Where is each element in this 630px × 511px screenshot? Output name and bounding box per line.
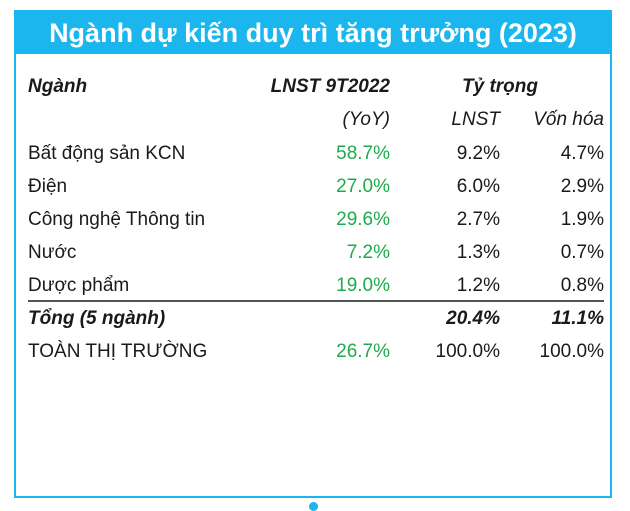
row-lnst-share: 9.2%: [456, 143, 500, 164]
table-row: Bất động sản KCN 58.7% 9.2% 4.7%: [16, 139, 610, 169]
table-title: Ngành dự kiến duy trì tăng trưởng (2023): [16, 12, 610, 54]
market-name: TOÀN THỊ TRƯỜNG: [28, 341, 208, 362]
table-row: Nước 7.2% 1.3% 0.7%: [16, 238, 610, 268]
subheader-yoy: (YoY): [342, 109, 390, 130]
row-vonhoa-share: 1.9%: [560, 209, 604, 230]
header-lnst: LNST 9T2022: [270, 76, 390, 97]
row-name: Nước: [28, 242, 77, 263]
table-row: Điện 27.0% 6.0% 2.9%: [16, 172, 610, 202]
market-lnst-share: 100.0%: [435, 341, 500, 362]
row-lnst-share: 2.7%: [456, 209, 500, 230]
row-name: Dược phẩm: [28, 275, 130, 296]
total-divider: [28, 300, 604, 302]
market-growth: 26.7%: [336, 341, 390, 362]
total-vonhoa-share: 11.1%: [551, 308, 604, 329]
row-vonhoa-share: 2.9%: [560, 176, 604, 197]
row-vonhoa-share: 0.8%: [560, 275, 604, 296]
header-nganh: Ngành: [28, 76, 88, 97]
row-vonhoa-share: 0.7%: [560, 242, 604, 263]
total-row: Tổng (5 ngành) 20.4% 11.1%: [16, 304, 610, 334]
row-growth: 58.7%: [336, 143, 390, 164]
total-lnst-share: 20.4%: [446, 308, 500, 329]
header-row: Ngành LNST 9T2022 Tỷ trọng: [16, 72, 610, 102]
bottom-dot-marker: [309, 502, 318, 511]
subheader-von-hoa: Vốn hóa: [533, 109, 604, 130]
market-vonhoa-share: 100.0%: [539, 341, 604, 362]
row-lnst-share: 6.0%: [456, 176, 500, 197]
row-growth: 29.6%: [336, 209, 390, 230]
table-row: Dược phẩm 19.0% 1.2% 0.8%: [16, 271, 610, 301]
row-name: Điện: [28, 176, 68, 197]
row-name: Công nghệ Thông tin: [28, 209, 206, 230]
row-growth: 19.0%: [336, 275, 390, 296]
row-vonhoa-share: 4.7%: [560, 143, 604, 164]
row-lnst-share: 1.2%: [456, 275, 500, 296]
subheader-row: (YoY) LNST Vốn hóa: [16, 105, 610, 135]
table-frame: Ngành dự kiến duy trì tăng trưởng (2023)…: [14, 10, 612, 498]
row-lnst-share: 1.3%: [456, 242, 500, 263]
header-ty-trong: Tỷ trọng: [462, 76, 538, 97]
table-row: Công nghệ Thông tin 29.6% 2.7% 1.9%: [16, 205, 610, 235]
row-growth: 27.0%: [336, 176, 390, 197]
subheader-lnst: LNST: [451, 109, 500, 130]
row-name: Bất động sản KCN: [28, 143, 186, 164]
market-row: TOÀN THỊ TRƯỜNG 26.7% 100.0% 100.0%: [16, 337, 610, 367]
total-name: Tổng (5 ngành): [28, 308, 166, 329]
row-growth: 7.2%: [346, 242, 390, 263]
